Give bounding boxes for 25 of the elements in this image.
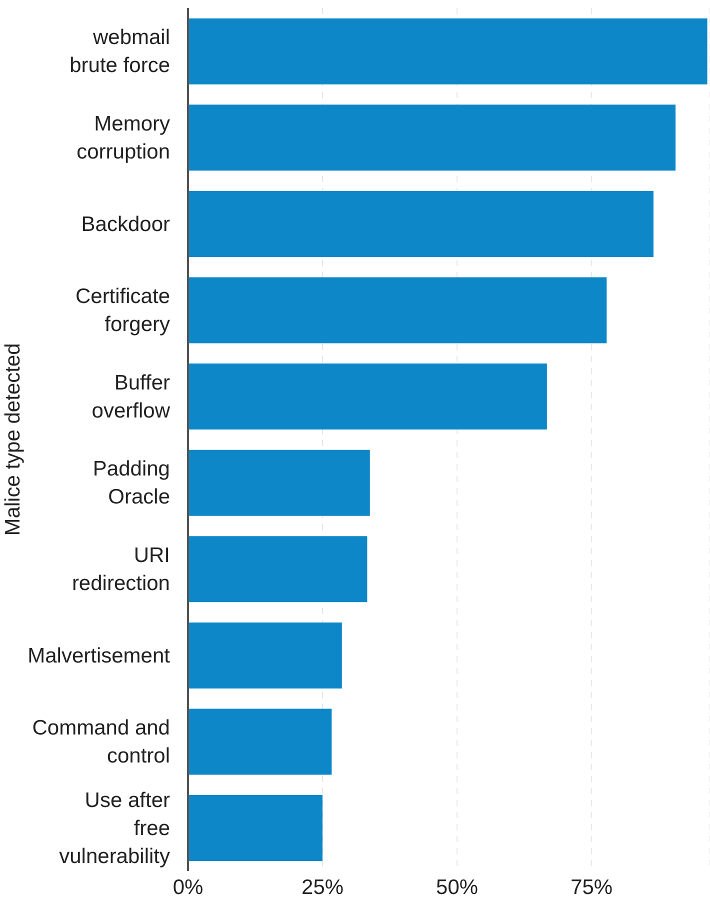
bar bbox=[188, 364, 547, 430]
bar bbox=[188, 795, 323, 862]
y-tick-label: Command and control bbox=[32, 716, 170, 768]
bar bbox=[188, 18, 708, 84]
y-axis-title: Malice type detected bbox=[1, 343, 24, 536]
x-tick-label: 50% bbox=[436, 876, 478, 899]
y-tick-label: Padding Oracle bbox=[92, 457, 170, 508]
y-tick-label: Use after free vulnerability bbox=[59, 788, 170, 868]
bar bbox=[188, 190, 654, 257]
bar bbox=[188, 622, 342, 688]
x-tick-label: 25% bbox=[302, 876, 344, 899]
bar bbox=[188, 277, 607, 344]
bar bbox=[188, 104, 676, 171]
x-tick-label: 0% bbox=[172, 876, 204, 899]
y-tick-label: Certificate forgery bbox=[75, 284, 170, 336]
y-tick-label: Malvertisement bbox=[28, 644, 170, 667]
y-tick-label: Buffer overflow bbox=[92, 370, 171, 422]
y-tick-label: Memory corruption bbox=[76, 112, 170, 163]
bar bbox=[188, 450, 370, 516]
bar bbox=[188, 536, 368, 602]
y-tick-label: URI redirection bbox=[72, 543, 170, 594]
bar bbox=[188, 708, 332, 775]
y-tick-label: webmail brute force bbox=[70, 26, 170, 77]
x-tick-label: 75% bbox=[570, 876, 613, 899]
y-tick-label: Backdoor bbox=[81, 212, 170, 236]
